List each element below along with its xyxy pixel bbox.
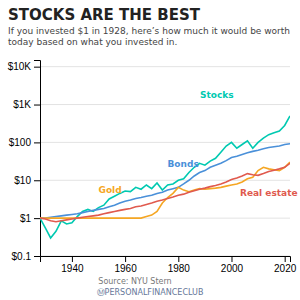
y-tick-label: $100 [9,137,32,148]
lines [40,116,290,238]
x-tick-label: 1940 [61,263,84,274]
footer: ⓂPERSONALFINANCECLUB [97,288,204,297]
y-tick-mark [34,105,40,106]
series-label: Stocks [200,90,234,100]
x-axis: 1940 1960 1980 2000 2020 [41,256,297,274]
x-tick-mark [231,256,232,262]
x-tick: 1960 [114,256,137,274]
x-tick-label: 2020 [274,263,297,274]
y-tick-mark [34,67,40,68]
y-axis: $0.1 $1 $10 $100 $1K $10K [8,61,41,262]
y-tick: $10K [8,61,40,72]
subtitle: today based on what you invested in. [8,37,177,47]
grid-line [40,180,290,181]
x-tick: 1980 [168,256,191,274]
y-tick-mark [34,142,40,143]
y-axis-line [34,61,41,257]
x-tick-mark [178,256,179,262]
x-tick: 2020 [274,256,297,274]
grid [40,67,290,256]
y-tick: $1K [13,99,40,110]
series-label: Real estate [240,188,298,198]
x-tick-label: 1960 [114,263,137,274]
y-tick: $1 [20,213,40,224]
x-tick: 2000 [221,256,244,274]
x-tick-mark [285,256,286,262]
y-tick-label: $10K [8,61,32,72]
y-tick-label: $1K [13,99,31,110]
y-tick: $100 [9,137,40,148]
source: Source: NYU Stern [98,277,171,286]
series-label: Bonds [168,159,199,169]
grid-line [40,104,290,105]
series-label: Gold [99,185,122,195]
x-axis-line [41,257,291,263]
grid-line [40,142,290,143]
y-tick: $10 [14,175,40,186]
series-line [40,116,290,238]
y-tick-mark [34,256,40,257]
y-tick-mark [34,180,40,181]
title: STOCKS ARE THE BEST [8,6,201,24]
x-tick-mark [72,256,73,262]
plot: 1940 1960 1980 2000 2020 $0.1 $1 $10 $100 $1K $10K… [8,61,298,287]
chart: STOCKS ARE THE BEST If you invested $1 in… [0,0,300,300]
x-tick: 1940 [61,256,84,274]
x-tick-label: 1980 [168,263,191,274]
grid-line [40,66,290,67]
y-tick-label: $10 [14,175,31,186]
x-tick-mark [125,256,126,262]
y-tick-label: $0.1 [12,251,32,262]
series-line [40,144,290,218]
x-tick-label: 2000 [221,263,244,274]
subtitle: If you invested $1 in 1928, here’s how m… [8,26,290,36]
y-tick-label: $1 [20,213,32,224]
y-tick-mark [34,218,40,219]
y-tick: $0.1 [12,251,40,262]
